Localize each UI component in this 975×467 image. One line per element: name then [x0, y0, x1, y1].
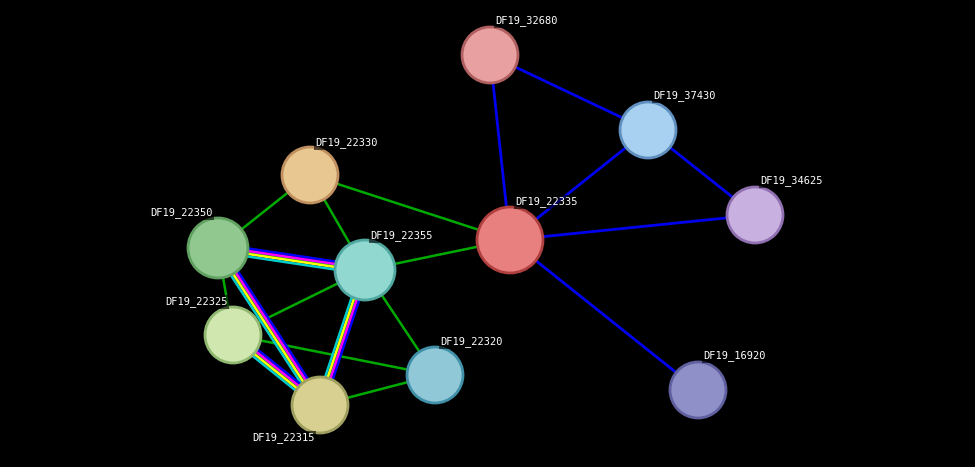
Circle shape [620, 102, 676, 158]
Circle shape [335, 240, 395, 300]
Circle shape [670, 362, 726, 418]
Circle shape [407, 347, 463, 403]
Circle shape [477, 207, 543, 273]
Circle shape [727, 187, 783, 243]
Text: DF19_32680: DF19_32680 [495, 15, 558, 27]
Text: DF19_37430: DF19_37430 [653, 91, 716, 101]
Text: DF19_22350: DF19_22350 [150, 207, 213, 219]
Text: DF19_22320: DF19_22320 [440, 337, 502, 347]
Text: DF19_22325: DF19_22325 [166, 297, 228, 307]
Text: DF19_22330: DF19_22330 [315, 138, 377, 149]
Circle shape [205, 307, 261, 363]
Circle shape [292, 377, 348, 433]
Text: DF19_22315: DF19_22315 [253, 432, 315, 444]
Text: DF19_34625: DF19_34625 [760, 176, 823, 186]
Text: DF19_22355: DF19_22355 [370, 231, 433, 241]
Circle shape [188, 218, 248, 278]
Text: DF19_16920: DF19_16920 [703, 351, 765, 361]
Text: DF19_22335: DF19_22335 [515, 197, 577, 207]
Circle shape [462, 27, 518, 83]
Circle shape [282, 147, 338, 203]
